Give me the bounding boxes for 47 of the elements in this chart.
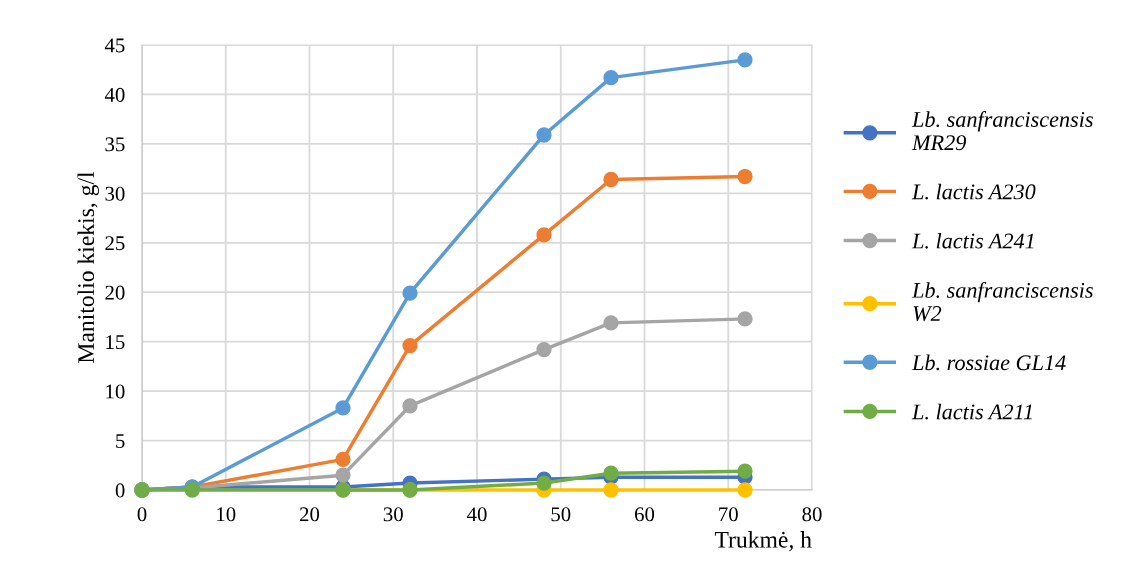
point bbox=[737, 168, 753, 185]
point bbox=[402, 398, 418, 414]
x-tick-label: 50 bbox=[551, 507, 571, 522]
point bbox=[603, 482, 619, 498]
point bbox=[737, 463, 753, 479]
point bbox=[737, 52, 753, 68]
point bbox=[335, 451, 351, 467]
x-tick-label: 80 bbox=[802, 507, 822, 522]
point bbox=[603, 171, 619, 188]
x-tick-label: 10 bbox=[217, 507, 236, 522]
point bbox=[335, 467, 351, 483]
legend-label: L. lactis A230 bbox=[911, 183, 1036, 200]
point bbox=[603, 465, 619, 481]
y-tick-label: 30 bbox=[105, 186, 125, 201]
y-tick-label: 40 bbox=[104, 87, 125, 102]
point bbox=[536, 341, 552, 358]
x-tick-label: 40 bbox=[466, 507, 487, 522]
legend-label: Lb. sanfranciscensis W2 bbox=[911, 281, 1093, 322]
point bbox=[335, 400, 351, 416]
point bbox=[603, 315, 619, 331]
x-axis-title: Trukmė, h bbox=[714, 531, 812, 552]
y-tick-label: 5 bbox=[116, 434, 125, 448]
point bbox=[402, 285, 418, 301]
y-tick-label: 35 bbox=[105, 137, 125, 152]
point bbox=[603, 69, 619, 86]
point bbox=[536, 227, 552, 243]
y-tick-label: 0 bbox=[115, 483, 125, 498]
legend-label: Lb. rossiae GL14 bbox=[911, 354, 1066, 371]
legend-label: L. lactis A211 bbox=[911, 403, 1032, 420]
y-tick-label: 45 bbox=[104, 38, 125, 53]
y-tick-label: 25 bbox=[105, 236, 125, 251]
x-tick-label: 30 bbox=[383, 507, 403, 522]
y-tick-label: 15 bbox=[106, 335, 125, 350]
point bbox=[402, 337, 418, 354]
legend-label: L. lactis A241 bbox=[911, 232, 1034, 249]
legend-label: Lb. sanfranciscensis MR29 bbox=[911, 111, 1093, 151]
x-tick-label: 60 bbox=[634, 507, 655, 522]
point bbox=[737, 482, 753, 498]
point bbox=[536, 127, 552, 143]
y-axis-title: Manitolio kiekis, g/l bbox=[77, 171, 99, 363]
x-tick-label: 70 bbox=[719, 507, 738, 522]
y-tick-label: 10 bbox=[106, 384, 125, 399]
point bbox=[536, 475, 552, 491]
x-tick-label: 20 bbox=[300, 507, 320, 522]
y-tick-label: 20 bbox=[105, 285, 125, 300]
x-tick-label: 0 bbox=[137, 507, 147, 522]
point bbox=[737, 311, 753, 327]
